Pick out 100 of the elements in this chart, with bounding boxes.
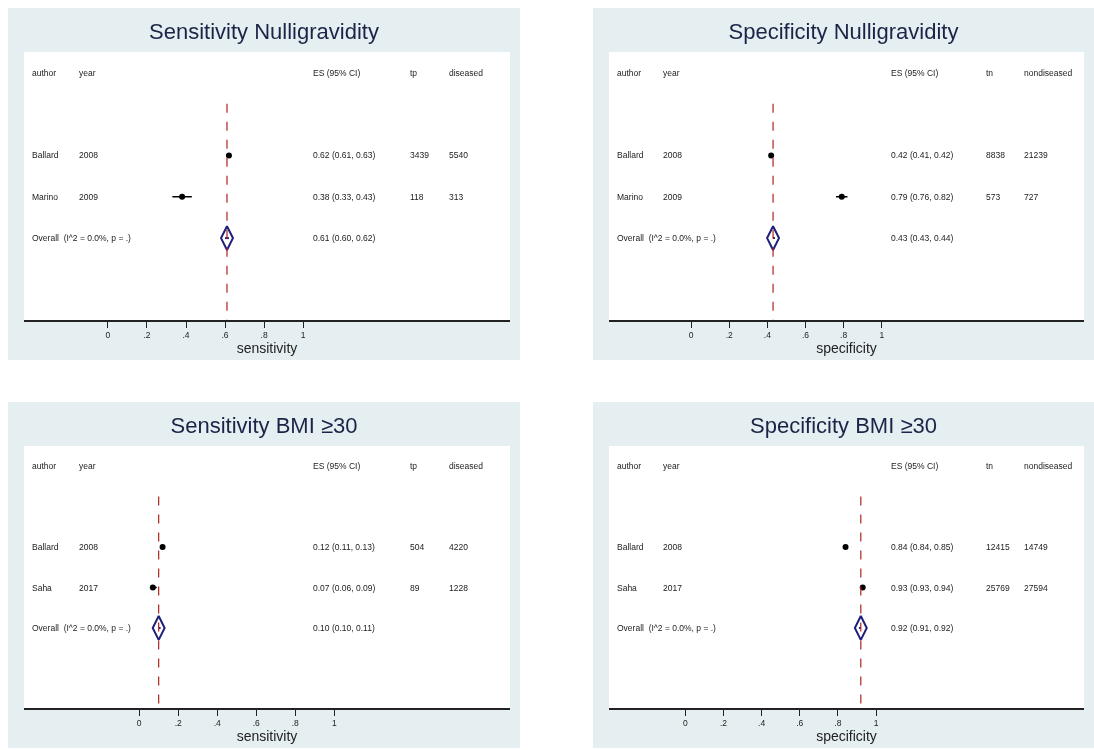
y-tick-label: Saha (617, 583, 638, 593)
annotation: 0.79 (0.76, 0.82) (891, 192, 954, 202)
annotation: 118 (410, 192, 424, 202)
annotation: 2009 (663, 192, 683, 202)
x-tick-label: .2 (174, 717, 182, 728)
x-tick-label: 1 (879, 329, 885, 340)
x-tick-label: 1 (873, 717, 879, 728)
annotation: 504 (410, 542, 425, 552)
annotation: 14749 (1024, 542, 1048, 552)
text: tn (986, 68, 994, 78)
y-tick-label: Ballard (32, 542, 59, 552)
chart-title: Sensitivity BMI ≥30 (170, 412, 358, 438)
text: tn (986, 461, 994, 471)
text: tp (410, 68, 418, 78)
text: ES (95% CI) (891, 68, 939, 78)
annotation: 1228 (449, 583, 469, 593)
annotation: 0.07 (0.06, 0.09) (313, 583, 376, 593)
text: author (32, 68, 57, 78)
chart-title: Sensitivity Nulligravidity (149, 19, 379, 45)
x-tick-label: .4 (758, 717, 766, 728)
y-tick-label: Overall (I^2 = 0.0%, p = .) (617, 623, 717, 633)
y-tick-label: Marino (617, 192, 644, 202)
x-tick-label: .2 (719, 717, 728, 728)
annotation: 0.84 (0.84, 0.85) (891, 542, 954, 552)
annotation: 2009 (79, 192, 99, 202)
text: nondiseased (1024, 68, 1073, 78)
x-tick-label: .2 (143, 329, 151, 340)
annotation: 313 (449, 192, 464, 202)
y-tick-label: Saha (32, 583, 53, 593)
x-axis-title: sensitivity (236, 339, 298, 356)
annotation: 89 (410, 583, 420, 593)
annotation: 8838 (986, 150, 1006, 160)
x-tick-label: 0 (682, 717, 688, 728)
text: year (663, 461, 680, 471)
x-tick-label: .8 (840, 329, 848, 340)
y-tick-label: Overall (I^2 = 0.0%, p = .) (617, 233, 717, 243)
annotation: 0.12 (0.11, 0.13) (313, 542, 375, 552)
annotation: 21239 (1024, 150, 1048, 160)
x-tick-label: .6 (221, 329, 229, 340)
y-tick-label: Overall (I^2 = 0.0%, p = .) (32, 623, 132, 633)
annotation: 3439 (410, 150, 430, 160)
annotation: 0.43 (0.43, 0.44) (891, 233, 954, 243)
annotation: 0.42 (0.41, 0.42) (891, 150, 954, 160)
annotation: 0.62 (0.61, 0.63) (313, 150, 376, 160)
text: tp (410, 461, 418, 471)
annotation: 0.93 (0.93, 0.94) (891, 583, 954, 593)
x-tick-label: .6 (796, 717, 804, 728)
annotation: 2017 (79, 583, 99, 593)
x-axis-title: sensitivity (236, 727, 298, 744)
annotation: 2008 (79, 542, 99, 552)
x-tick-label: .6 (801, 329, 810, 340)
annotation: 573 (986, 192, 1001, 202)
annotation: 2008 (663, 150, 683, 160)
x-tick-label: .8 (260, 329, 268, 340)
annotation: 727 (1024, 192, 1039, 202)
annotation: 0.61 (0.60, 0.62) (313, 233, 376, 243)
chart-title: Specificity Nulligravidity (728, 19, 959, 45)
x-tick-label: .4 (182, 329, 190, 340)
annotation: 27594 (1024, 583, 1048, 593)
x-tick-label: 0 (136, 717, 142, 728)
annotation: 0.10 (0.10, 0.11) (313, 623, 375, 633)
annotation: 2017 (663, 583, 683, 593)
annotation: 5540 (449, 150, 469, 160)
x-tick-label: .8 (291, 717, 300, 728)
x-tick-label: 1 (300, 329, 306, 340)
text: year (79, 461, 96, 471)
annotation: 2008 (663, 542, 683, 552)
x-tick-label: .8 (834, 717, 842, 728)
y-tick-label: Ballard (32, 150, 59, 160)
text: ES (95% CI) (313, 68, 361, 78)
annotation: 4220 (449, 542, 469, 552)
x-tick-label: 0 (105, 329, 111, 340)
annotation: 2008 (79, 150, 99, 160)
text: ES (95% CI) (891, 461, 939, 471)
annotation: 25769 (986, 583, 1010, 593)
x-tick-label: .4 (763, 329, 772, 340)
chart-title: Specificity BMI ≥30 (750, 412, 937, 438)
x-tick-label: .6 (252, 717, 261, 728)
text: nondiseased (1024, 461, 1073, 471)
x-tick-label: 1 (331, 717, 337, 728)
text: author (32, 461, 57, 471)
x-tick-label: 0 (688, 329, 694, 340)
annotation: 12415 (986, 542, 1010, 552)
text: year (663, 68, 680, 78)
x-tick-label: .4 (213, 717, 222, 728)
text: year (79, 68, 96, 78)
y-tick-label: Ballard (617, 542, 644, 552)
y-tick-label: Ballard (617, 150, 644, 160)
x-axis-title: specificity (816, 727, 877, 744)
text: diseased (449, 68, 484, 78)
text: author (617, 461, 642, 471)
text: ES (95% CI) (313, 461, 361, 471)
text: diseased (449, 461, 484, 471)
annotation: 0.92 (0.91, 0.92) (891, 623, 954, 633)
text: author (617, 68, 642, 78)
y-tick-label: Overall (I^2 = 0.0%, p = .) (32, 233, 132, 243)
x-tick-label: .2 (725, 329, 733, 340)
y-tick-label: Marino (32, 192, 59, 202)
annotation: 0.38 (0.33, 0.43) (313, 192, 376, 202)
x-axis-title: specificity (816, 339, 877, 356)
